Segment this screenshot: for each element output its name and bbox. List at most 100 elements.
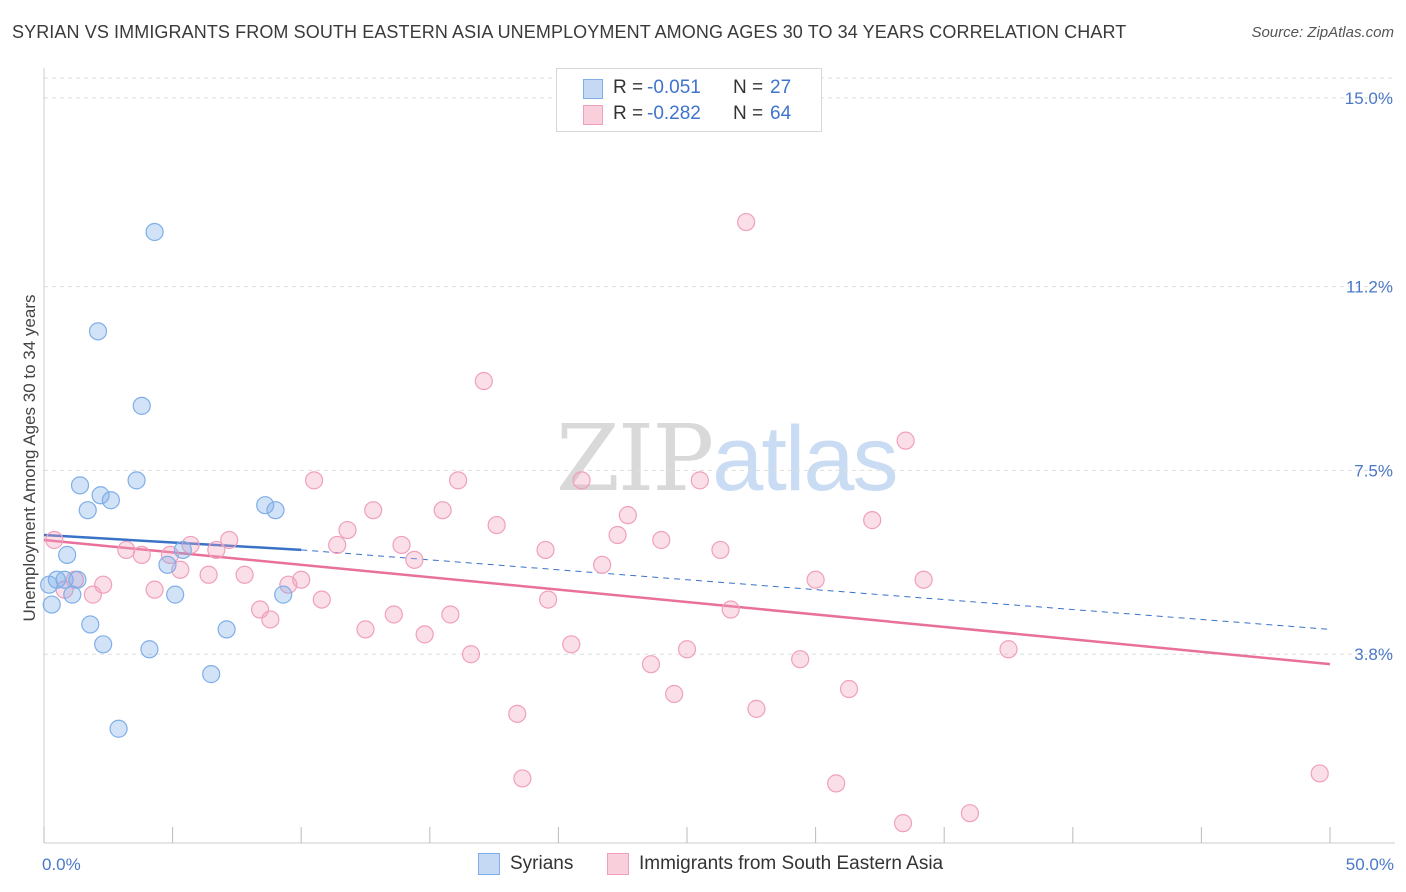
syrians-point	[88, 322, 108, 341]
immigrants-point	[461, 645, 481, 664]
immigrants-point	[364, 501, 383, 520]
syrians-point	[42, 595, 61, 614]
immigrants-point	[536, 540, 555, 560]
syrians-point	[166, 585, 185, 604]
watermark-atlas: atlas	[712, 408, 898, 510]
immigrants-point	[487, 515, 506, 535]
syrians-point	[132, 396, 151, 415]
syrians-trend-solid	[43, 533, 302, 552]
legend-r-value: -0.051	[647, 77, 701, 98]
immigrants-point	[312, 590, 331, 609]
legend-r-label: R =	[613, 103, 644, 124]
immigrants-point	[235, 565, 254, 584]
syrians-point	[145, 222, 164, 242]
syrians-point	[202, 665, 221, 684]
y-tick-label: 11.2%	[1346, 278, 1393, 297]
syrians-point	[127, 471, 146, 490]
immigrants-point	[1310, 764, 1329, 783]
immigrants-point	[474, 371, 493, 391]
legend-n-label: N =	[733, 77, 764, 98]
immigrants-point	[914, 570, 933, 589]
immigrants-point	[207, 540, 226, 560]
legend-n-value: 64	[770, 103, 792, 124]
syrians-point	[81, 615, 100, 634]
immigrants-point	[999, 640, 1018, 659]
immigrants-point	[338, 520, 357, 540]
syrians-point	[78, 501, 97, 520]
syrians-point	[68, 570, 87, 589]
syrians-point	[109, 719, 128, 738]
immigrants-point	[132, 545, 151, 564]
immigrants-point	[893, 814, 913, 833]
syrians-point	[274, 585, 293, 604]
immigrants-point	[448, 471, 468, 490]
immigrants-point	[896, 431, 915, 450]
syrians-point	[91, 486, 110, 505]
immigrants-point	[737, 212, 756, 232]
y-tick-label: 3.8%	[1354, 645, 1393, 664]
immigrants-point	[839, 679, 859, 699]
immigrants-point	[641, 655, 661, 674]
legend-n-value: 27	[770, 77, 792, 98]
watermark: ZIPatlas	[556, 405, 899, 512]
immigrants-point	[863, 511, 882, 530]
chart-title: SYRIAN VS IMMIGRANTS FROM SOUTH EASTERN …	[12, 22, 1127, 42]
syrians-point	[70, 476, 90, 495]
immigrants-point	[539, 590, 558, 609]
immigrants-point	[45, 530, 64, 550]
syrians-point	[266, 501, 285, 520]
legend-r-label: R =	[613, 77, 644, 98]
immigrants-point	[665, 684, 684, 704]
bottom-legend-label-immigrants: Immigrants from South Eastern Asia	[639, 853, 944, 874]
syrians-point	[140, 640, 159, 659]
immigrants-point	[199, 565, 218, 584]
immigrants-point	[562, 635, 581, 654]
bottom-legend-swatch-immigrants	[607, 853, 629, 875]
tick-labels: 3.8% 7.5% 11.2% 15.0% 0.0% 50.0% Unemployment …	[20, 89, 1394, 874]
y-tick-label: 7.5%	[1354, 461, 1393, 480]
immigrants-point	[721, 600, 740, 619]
legend-swatch-syrians	[583, 79, 603, 99]
syrians-point	[256, 496, 275, 515]
immigrants-trend-solid	[43, 538, 1331, 666]
syrians-trend-dashed	[301, 549, 1331, 630]
syrians-point	[173, 540, 192, 560]
syrians-point	[47, 570, 66, 589]
immigrants-point	[292, 570, 311, 589]
x-tick-label: 50.0%	[1346, 855, 1394, 874]
immigrants-point	[392, 535, 411, 555]
immigrants-point	[652, 530, 671, 550]
legend-r-value: -0.282	[647, 103, 701, 124]
immigrants-point	[593, 555, 612, 574]
legend-swatch-immigrants	[583, 105, 603, 125]
immigrants-point	[415, 625, 434, 644]
immigrants-point	[618, 506, 637, 525]
syrians-point	[101, 491, 120, 510]
y-axis-label: Unemployment Among Ages 30 to 34 years	[20, 295, 39, 622]
immigrants-point	[441, 605, 460, 624]
immigrants-point	[384, 605, 403, 624]
legend-n-label: N =	[733, 103, 764, 124]
bottom-legend-label-syrians: Syrians	[510, 853, 574, 874]
trend-lines	[43, 533, 1331, 666]
syrians-point	[158, 555, 177, 574]
syrians-point	[55, 570, 74, 589]
watermark-zip: ZIP	[556, 405, 714, 512]
immigrants-point	[513, 769, 532, 788]
immigrants-point	[94, 575, 113, 594]
immigrants-point	[356, 620, 375, 639]
immigrants-point	[508, 704, 527, 723]
axes	[43, 68, 1395, 844]
immigrants-point	[677, 640, 697, 659]
source-note: Source: ZipAtlas.com	[1251, 24, 1394, 41]
immigrants-point	[405, 550, 424, 569]
immigrants-point	[572, 471, 591, 490]
immigrants-point	[690, 471, 709, 490]
immigrants-point	[433, 501, 452, 520]
immigrants-point	[747, 699, 766, 718]
immigrants-point	[960, 804, 980, 823]
immigrants-point	[261, 610, 280, 629]
immigrants-point	[827, 774, 846, 793]
immigrants-point	[145, 580, 164, 599]
